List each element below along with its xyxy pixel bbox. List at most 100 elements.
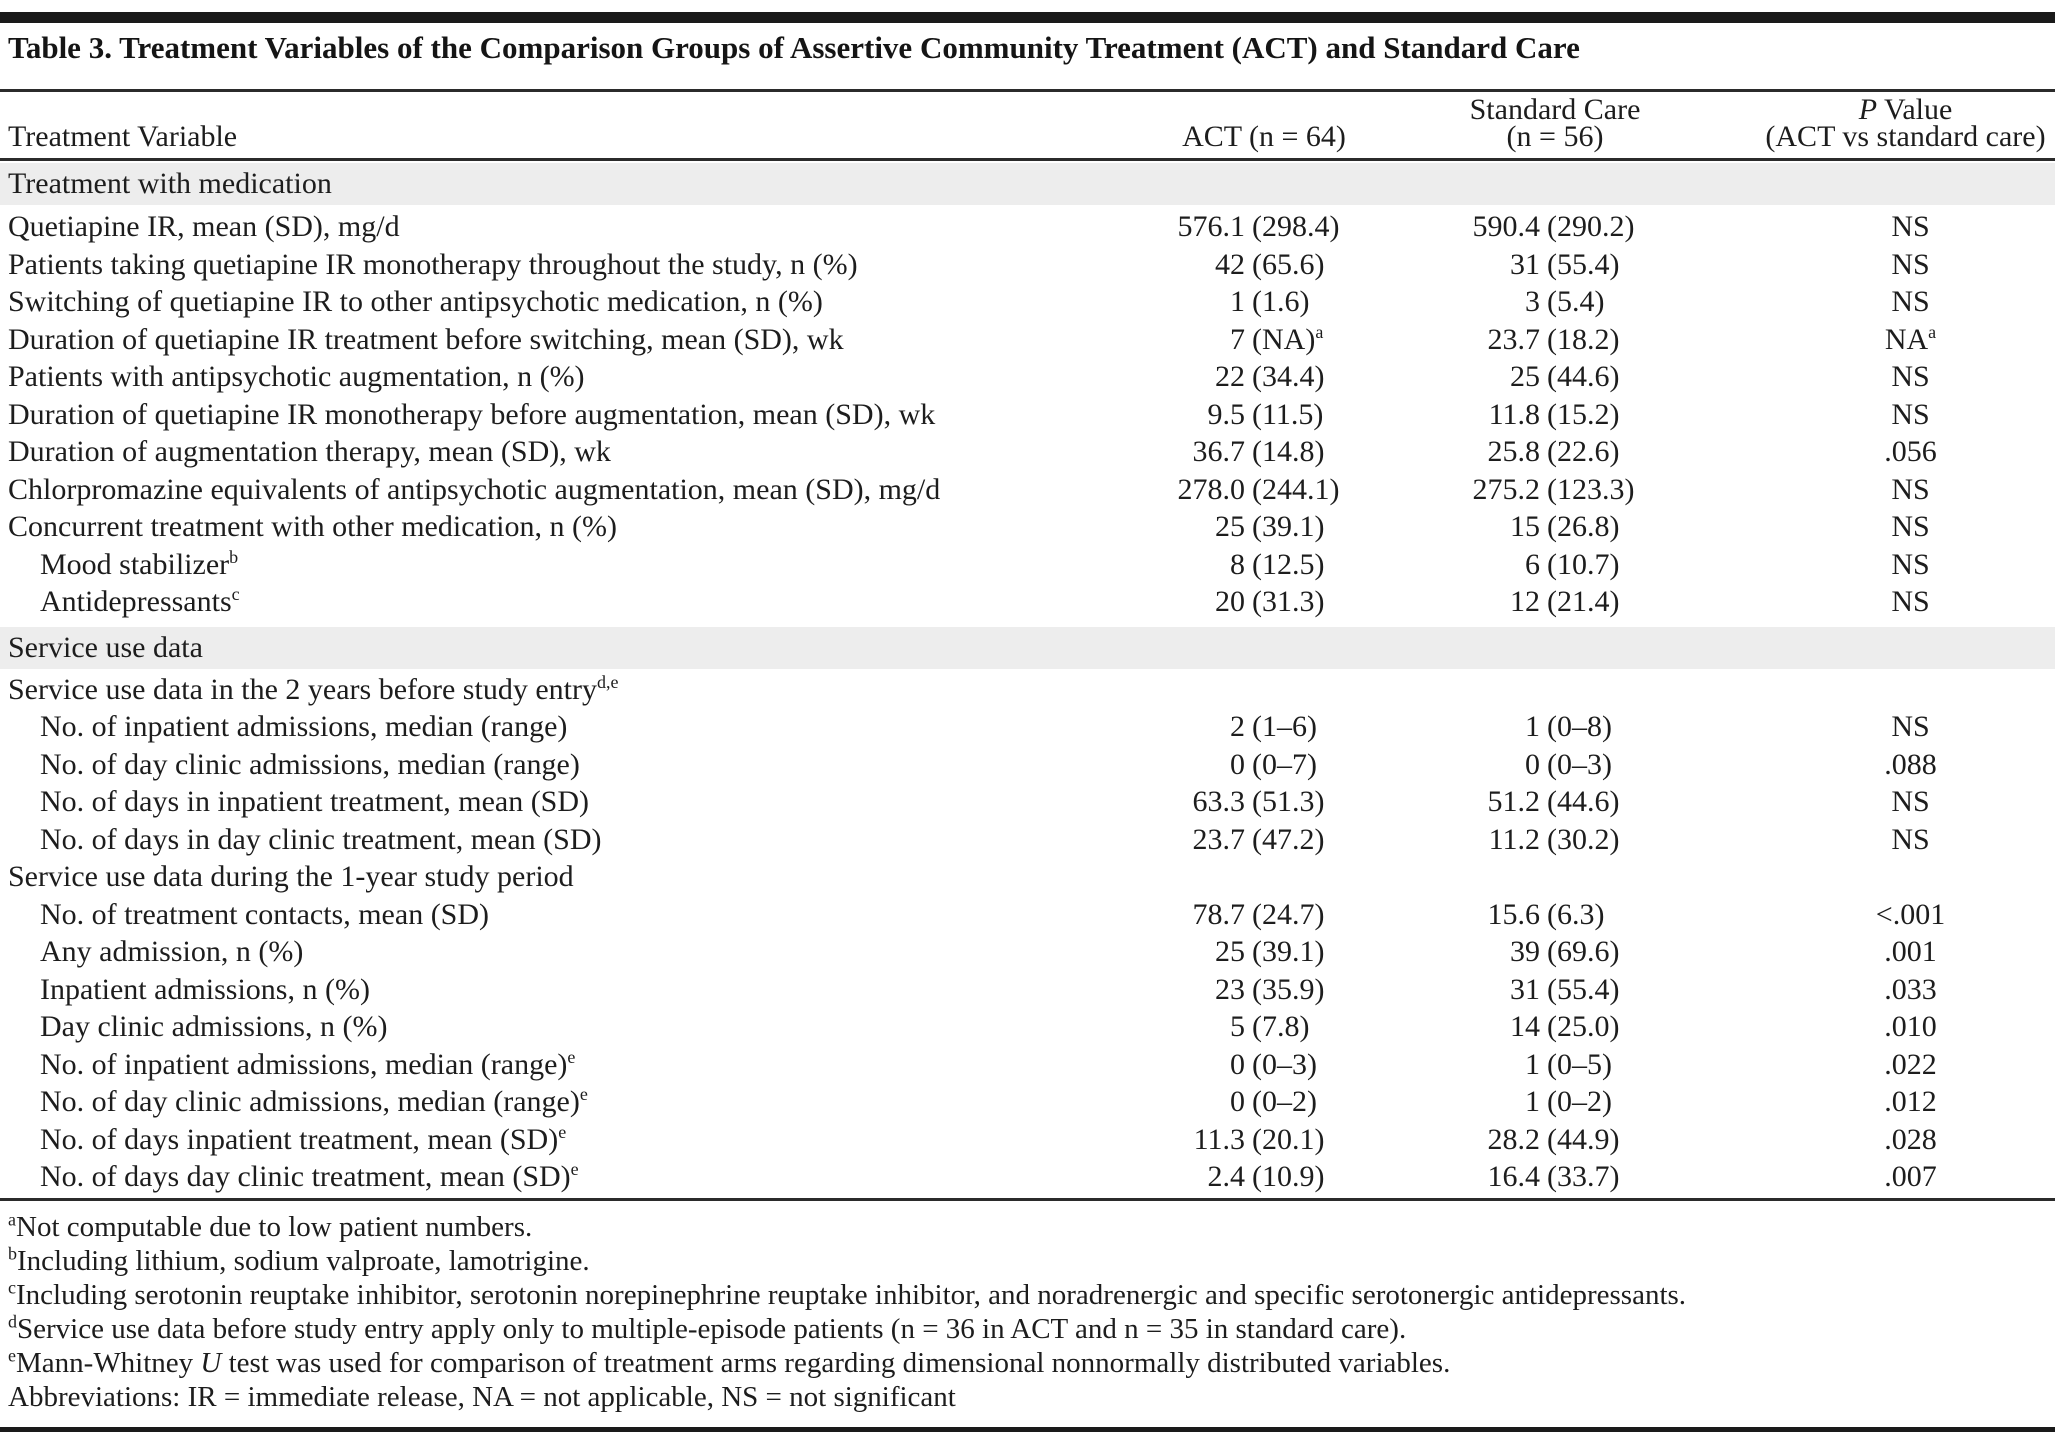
value-paren: (7.8) [1252, 1010, 1310, 1043]
value-number: 576.1 [1177, 210, 1246, 243]
value-number: 0 [1525, 747, 1540, 781]
standard-care-value-cell [1390, 671, 1730, 709]
footnote-marker: a [1928, 321, 1937, 342]
p-value-cell: .056 [1884, 435, 1937, 468]
p-value-cell: .033 [1884, 972, 1937, 1006]
p-value-cell: NS [1891, 360, 1930, 393]
value-number: 63.3 [1192, 785, 1246, 818]
value-number: 25 [1215, 935, 1245, 968]
row-label: No. of inpatient admissions, median (ran… [40, 1046, 576, 1081]
act-value-cell: 25 (39.1) [1050, 933, 1390, 971]
col-header-p-value-line2: (ACT vs standard care) [1765, 120, 2046, 153]
p-value-cell: .022 [1884, 1047, 1937, 1081]
table-row: Service use data during the 1-year study… [0, 858, 2055, 896]
standard-care-value-cell: 6 (10.7) [1390, 546, 1730, 584]
footnote-marker: e [579, 1084, 588, 1104]
table-row: No. of days day clinic treatment, mean (… [0, 1158, 2055, 1196]
row-label: No. of treatment contacts, mean (SD) [40, 897, 490, 931]
value-number: 3 [1525, 285, 1540, 318]
value-paren: (69.6) [1547, 935, 1620, 968]
act-value-cell: 1 (1.6) [1050, 283, 1390, 321]
value-paren: (123.3) [1547, 472, 1635, 506]
col-header-standard-care-line1: Standard Care [1469, 93, 1641, 126]
footnote-marker: e [558, 1121, 567, 1142]
standard-care-value-cell: 590.4 (290.2) [1390, 208, 1730, 246]
act-value-cell: 25 (39.1) [1050, 508, 1390, 546]
col-header-standard-care: Standard Care (n = 56) [1385, 93, 1725, 153]
p-value-cell: .012 [1884, 1085, 1937, 1118]
footnote-marker: a [8, 1208, 16, 1229]
col-header-standard-care-line2: (n = 56) [1506, 120, 1604, 153]
standard-care-value-cell: 15.6 (6.3) [1390, 896, 1730, 934]
standard-care-value-cell: 1 (0–2) [1390, 1083, 1730, 1121]
footnote-text: Including serotonin reuptake inhibitor, … [16, 1278, 1687, 1311]
p-value-cell: NAa [1884, 321, 1937, 356]
act-value-cell: 9.5 (11.5) [1050, 396, 1390, 434]
footnote: bIncluding lithium, sodium valproate, la… [8, 1244, 2047, 1278]
value-number: 278.0 [1177, 472, 1246, 506]
table-row: Duration of augmentation therapy, mean (… [0, 433, 2055, 471]
top-rule-bar [0, 12, 2055, 23]
standard-care-value-cell: 11.8 (15.2) [1390, 396, 1730, 434]
table-row: Day clinic admissions, n (%) 5 (7.8) 14 (25.… [0, 1008, 2055, 1046]
act-value-cell: 23.7 (47.2) [1050, 821, 1390, 859]
table-row: Inpatient admissions, n (%) 23 (35.9) 31 (55… [0, 971, 2055, 1009]
value-paren: (21.4) [1547, 585, 1620, 618]
value-number: 1 [1525, 710, 1540, 743]
p-value-cell: NS [1891, 472, 1930, 506]
value-paren: (0–3) [1547, 747, 1612, 781]
value-number: 15 [1510, 510, 1540, 543]
footnote: Abbreviations: IR = immediate release, N… [8, 1380, 2047, 1414]
footnote-text: Mann-Whitney [16, 1346, 201, 1379]
standard-care-value-cell: 12 (21.4) [1390, 583, 1730, 621]
standard-care-value-cell: 28.2 (44.9) [1390, 1121, 1730, 1159]
p-value-cell: <.001 [1875, 897, 1946, 931]
value-paren: (15.2) [1547, 397, 1620, 431]
standard-care-value-cell: 0 (0–3) [1390, 746, 1730, 784]
value-paren: (44.6) [1547, 785, 1620, 818]
act-value-cell: 11.3 (20.1) [1050, 1121, 1390, 1159]
row-label: No. of day clinic admissions, median (ra… [40, 1084, 588, 1118]
col-header-p-value-line1: P Value [1761, 93, 2050, 126]
standard-care-value-cell: 16.4 (33.7) [1390, 1158, 1730, 1196]
row-label: Antidepressantsc [40, 584, 240, 618]
p-value-cell: NS [1891, 285, 1930, 318]
value-paren: (0–2) [1547, 1085, 1612, 1118]
act-value-cell [1050, 858, 1390, 896]
value-paren: (1.6) [1252, 285, 1310, 318]
value-paren: (26.8) [1547, 510, 1620, 543]
value-number: 25.8 [1487, 435, 1541, 468]
standard-care-value-cell: 25.8 (22.6) [1390, 433, 1730, 471]
table-row: Concurrent treatment with other medicati… [0, 508, 2055, 546]
row-label: No. of days in day clinic treatment, mea… [40, 822, 602, 856]
row-label: Duration of augmentation therapy, mean (… [8, 435, 611, 468]
p-value-cell [1730, 858, 2055, 896]
value-number: 11.8 [1488, 397, 1540, 431]
row-label: Concurrent treatment with other medicati… [8, 510, 617, 543]
p-value-cell: NS [1891, 785, 1930, 818]
value-number: 1 [1525, 1047, 1540, 1081]
p-value-rest: Value [1877, 93, 1953, 126]
value-paren: (55.4) [1547, 972, 1620, 1006]
p-value-cell: .010 [1884, 1010, 1937, 1043]
value-paren: (44.6) [1547, 360, 1620, 393]
value-number: 14 [1510, 1010, 1540, 1043]
value-paren: (65.6) [1252, 247, 1325, 281]
p-value-cell: NS [1891, 247, 1930, 281]
value-number: 275.2 [1472, 472, 1541, 506]
row-label: Duration of quetiapine IR treatment befo… [8, 322, 844, 356]
footnote-rule [0, 1197, 2055, 1201]
standard-care-value-cell: 3 (5.4) [1390, 283, 1730, 321]
value-paren: (NA)a [1252, 321, 1324, 356]
table-row: No. of days in inpatient treatment, mean… [0, 783, 2055, 821]
p-value-italic-p: P [1858, 93, 1878, 126]
p-value-cell: NS [1891, 822, 1930, 856]
value-number: 39 [1510, 935, 1540, 968]
table-row: No. of inpatient admissions, median (ran… [0, 708, 2055, 746]
standard-care-value-cell: 1 (0–5) [1390, 1046, 1730, 1084]
value-number: 0 [1230, 1047, 1245, 1081]
value-number: 590.4 [1472, 210, 1541, 243]
row-label: Patients with antipsychotic augmentation… [8, 360, 585, 393]
footnote-marker: a [1315, 321, 1324, 342]
